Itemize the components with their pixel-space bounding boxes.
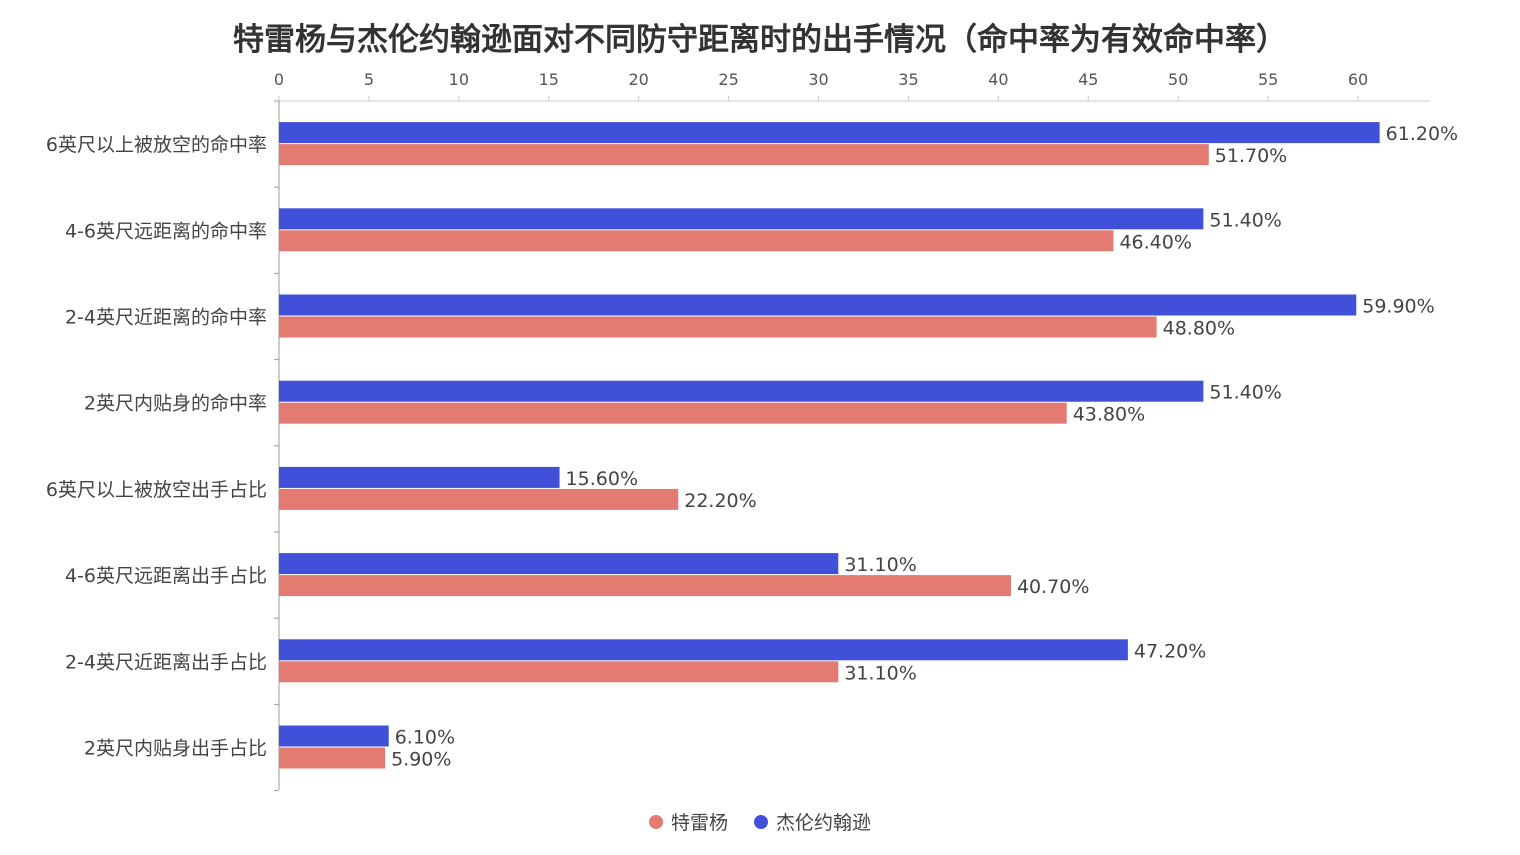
data-label: 22.20% xyxy=(684,490,756,512)
x-tick-label: 25 xyxy=(718,70,738,89)
data-label: 15.60% xyxy=(566,468,638,490)
category-label: 4-6英尺远距离出手占比 xyxy=(65,565,267,587)
bar-series-2 xyxy=(279,402,1067,424)
bar-series-2 xyxy=(279,144,1209,166)
category-label: 2英尺内贴身出手占比 xyxy=(84,738,267,760)
legend-item[interactable]: 杰伦约翰逊 xyxy=(754,808,871,835)
bar-series-1 xyxy=(279,639,1128,661)
bar-series-1 xyxy=(279,380,1204,402)
x-tick-label: 50 xyxy=(1168,70,1188,89)
category-label: 2-4英尺近距离的命中率 xyxy=(65,307,267,329)
category-label: 2-4英尺近距离出手占比 xyxy=(65,651,267,673)
category-label: 2英尺内贴身的命中率 xyxy=(84,393,267,415)
data-label: 51.70% xyxy=(1215,145,1287,167)
x-tick-label: 10 xyxy=(449,70,469,89)
bar-series-2 xyxy=(279,488,679,510)
data-label: 31.10% xyxy=(844,662,916,684)
data-label: 6.10% xyxy=(395,727,455,749)
data-label: 48.80% xyxy=(1163,318,1235,340)
x-tick-label: 20 xyxy=(629,70,649,89)
bar-series-2 xyxy=(279,316,1157,338)
data-label: 61.20% xyxy=(1386,123,1458,145)
category-label: 6英尺以上被放空出手占比 xyxy=(46,479,267,501)
bar-series-1 xyxy=(279,294,1357,316)
data-label: 51.40% xyxy=(1209,382,1281,404)
bar-series-2 xyxy=(279,230,1114,252)
data-label: 31.10% xyxy=(844,554,916,576)
x-tick-label: 35 xyxy=(898,70,918,89)
y-axis: 6英尺以上被放空的命中率 4-6英尺远距离的命中率 2-4英尺近距离的命中率 2英尺内… xyxy=(46,100,279,792)
bar-series-2 xyxy=(279,575,1011,597)
bar-series-1 xyxy=(279,122,1380,144)
data-label: 51.40% xyxy=(1209,209,1281,231)
data-labels: 61.20% 51.70% 51.40% 46.40% 59.90% 48.80% 51.4… xyxy=(391,123,1458,770)
bar-chart: 0 5 10 15 20 25 30 35 40 45 50 55 60 6英尺以上被放空的命中率 4-6… xyxy=(46,70,1458,792)
data-label: 46.40% xyxy=(1119,231,1191,253)
legend-label: 杰伦约翰逊 xyxy=(776,812,872,834)
bar-series-2 xyxy=(279,747,386,769)
x-tick-label: 15 xyxy=(539,70,559,89)
data-label: 59.90% xyxy=(1362,296,1434,318)
chart-title: 特雷杨与杰伦约翰逊面对不同防守距离时的出手情况（命中率为有效命中率） xyxy=(233,22,1287,58)
bar-series-1 xyxy=(279,208,1204,230)
legend-item[interactable]: 特雷杨 xyxy=(648,808,728,835)
legend-marker xyxy=(648,814,663,829)
x-tick-label: 5 xyxy=(364,70,374,89)
bars xyxy=(279,122,1380,769)
x-tick-label: 0 xyxy=(274,70,284,89)
x-tick-label: 60 xyxy=(1348,70,1368,89)
bar-series-2 xyxy=(279,661,839,683)
data-label: 40.70% xyxy=(1017,576,1089,598)
x-tick-label: 30 xyxy=(808,70,828,89)
x-tick-label: 55 xyxy=(1258,70,1278,89)
category-label: 4-6英尺远距离的命中率 xyxy=(65,220,267,242)
legend: 特雷杨 杰伦约翰逊 xyxy=(0,808,1520,835)
category-label: 6英尺以上被放空的命中率 xyxy=(46,134,267,156)
x-tick-label: 45 xyxy=(1078,70,1098,89)
legend-marker xyxy=(754,814,768,829)
bar-series-1 xyxy=(279,725,389,747)
data-label: 43.80% xyxy=(1073,404,1145,426)
data-label: 5.90% xyxy=(391,749,451,771)
bar-series-1 xyxy=(279,466,560,488)
legend-label: 特雷杨 xyxy=(670,812,728,834)
data-label: 47.20% xyxy=(1134,640,1206,662)
x-tick-label: 40 xyxy=(988,70,1008,89)
bar-series-1 xyxy=(279,553,839,575)
